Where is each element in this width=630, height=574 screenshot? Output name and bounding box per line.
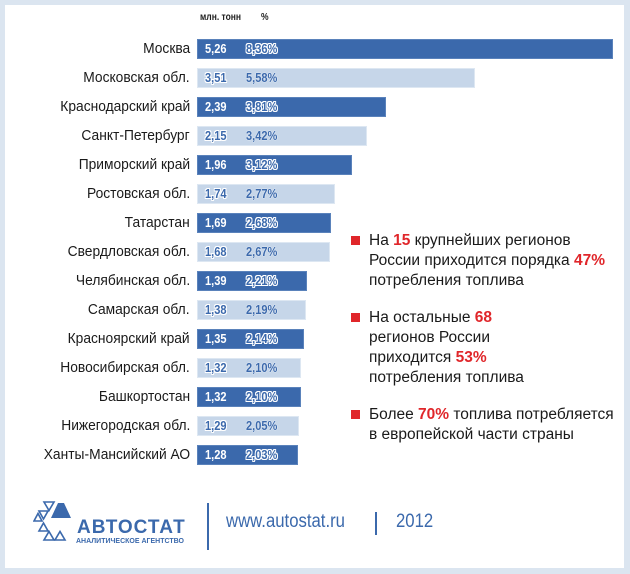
notes-list: На 15 крупнейших регионов России приходи… bbox=[351, 231, 621, 462]
bullet-square-icon bbox=[351, 313, 360, 322]
category-label: Краснодарский край bbox=[60, 98, 190, 115]
bar-percent: 2,10% bbox=[246, 389, 278, 404]
bar-value: 1,28 bbox=[205, 447, 227, 462]
bullet-square-icon bbox=[351, 410, 360, 419]
category-label: Татарстан bbox=[124, 214, 190, 231]
bar: 1,96 3,12% bbox=[197, 155, 352, 175]
logo-name: АВТОСТАТ bbox=[77, 517, 186, 538]
footer-divider bbox=[207, 503, 209, 550]
bar-value: 1,32 bbox=[205, 360, 227, 375]
bar-percent: 2,77% bbox=[246, 186, 278, 201]
bar-percent: 8,36% bbox=[246, 41, 278, 56]
category-label: Башкортостан bbox=[98, 388, 190, 405]
bar-value: 1,39 bbox=[205, 273, 227, 288]
category-label: Ростовская обл. bbox=[86, 185, 190, 202]
bar-percent: 2,68% bbox=[246, 215, 278, 230]
category-label: Санкт-Петербург bbox=[81, 127, 190, 144]
category-label: Приморский край bbox=[78, 156, 190, 173]
bar-value: 1,35 bbox=[205, 331, 227, 346]
bar-percent: 5,58% bbox=[246, 70, 278, 85]
bar-percent: 2,14% bbox=[246, 331, 278, 346]
bar: 2,15 3,42% bbox=[197, 126, 367, 146]
bar-percent: 3,12% bbox=[246, 157, 278, 172]
bar: 2,39 3,81% bbox=[197, 97, 386, 117]
category-label: Московская обл. bbox=[83, 69, 190, 86]
note-item: Более 70% топлива потребляется в европей… bbox=[351, 405, 619, 445]
bar-percent: 3,81% bbox=[246, 99, 278, 114]
footer-divider bbox=[375, 512, 377, 535]
bar-value: 3,51 bbox=[205, 70, 227, 85]
category-label: Самарская обл. bbox=[88, 301, 190, 318]
website-link[interactable]: www.autostat.ru bbox=[226, 511, 345, 532]
bar-value: 1,96 bbox=[205, 157, 227, 172]
bar: 3,51 5,58% bbox=[197, 68, 475, 88]
bar-value: 5,26 bbox=[205, 41, 227, 56]
bar-value: 2,15 bbox=[205, 128, 227, 143]
bar-percent: 2,05% bbox=[246, 418, 278, 433]
bar-percent: 3,42% bbox=[246, 128, 278, 143]
category-label: Свердловская обл. bbox=[67, 243, 190, 260]
bar: 1,32 2,10% bbox=[197, 387, 301, 407]
note-item: На 15 крупнейших регионов России приходи… bbox=[351, 231, 621, 291]
column-header-value: млн. тонн bbox=[200, 12, 242, 23]
bar-percent: 2,10% bbox=[246, 360, 278, 375]
bar-percent: 2,21% bbox=[246, 273, 278, 288]
bar: 1,74 2,77% bbox=[197, 184, 335, 204]
category-label: Москва bbox=[142, 40, 190, 57]
bar: 5,26 8,36% bbox=[197, 39, 613, 59]
bar-value: 1,38 bbox=[205, 302, 227, 317]
category-label: Новосибирская обл. bbox=[60, 359, 190, 376]
column-header-pct: % bbox=[261, 12, 269, 23]
bar: 1,29 2,05% bbox=[197, 416, 299, 436]
bar: 1,69 2,68% bbox=[197, 213, 331, 233]
bar-percent: 2,19% bbox=[246, 302, 278, 317]
logo-subtitle: АНАЛИТИЧЕСКОЕ АГЕНТСТВО bbox=[76, 538, 184, 545]
bar: 1,39 2,21% bbox=[197, 271, 307, 291]
year-label: 2012 bbox=[396, 511, 434, 532]
category-label: Челябинская обл. bbox=[75, 272, 190, 289]
bar-value: 1,69 bbox=[205, 215, 227, 230]
bar: 1,38 2,19% bbox=[197, 300, 306, 320]
category-label: Ханты-Мансийский АО bbox=[43, 446, 190, 463]
bullet-square-icon bbox=[351, 236, 360, 245]
autostat-logo-icon bbox=[33, 501, 71, 541]
note-item: На остальные 68 регионов России приходит… bbox=[351, 308, 534, 388]
bar: 1,32 2,10% bbox=[197, 358, 301, 378]
bar-value: 1,29 bbox=[205, 418, 227, 433]
bar-value: 1,74 bbox=[205, 186, 227, 201]
bar-percent: 2,67% bbox=[246, 244, 278, 259]
bar: 1,35 2,14% bbox=[197, 329, 304, 349]
bar-value: 2,39 bbox=[205, 99, 227, 114]
category-label: Красноярский край bbox=[67, 330, 190, 347]
bar: 1,28 2,03% bbox=[197, 445, 298, 465]
category-label: Нижегородская обл. bbox=[60, 417, 190, 434]
bar-value: 1,32 bbox=[205, 389, 227, 404]
bar-value: 1,68 bbox=[205, 244, 227, 259]
bar-percent: 2,03% bbox=[246, 447, 278, 462]
bar: 1,68 2,67% bbox=[197, 242, 330, 262]
